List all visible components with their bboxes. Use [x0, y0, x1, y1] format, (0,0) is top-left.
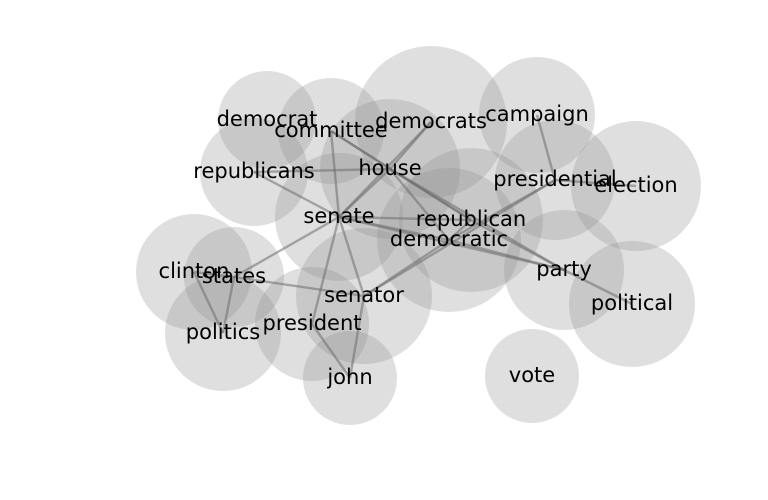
node-label-vote: vote — [509, 363, 555, 387]
node-label-states: states — [202, 264, 266, 288]
node-label-democrat: democrat — [217, 107, 318, 131]
node-label-house: house — [358, 156, 421, 180]
edge-clinton-states — [193, 270, 235, 279]
edge-clinton-politics — [192, 271, 225, 334]
node-label-republican: republican — [416, 207, 526, 231]
edge-states-politics — [221, 276, 236, 334]
edge-senate-republican — [338, 215, 472, 222]
node-label-democrats: democrats — [375, 109, 487, 133]
edge-committee-senate — [329, 130, 341, 218]
edge-party-political — [563, 268, 633, 306]
node-label-democratic: democratic — [390, 227, 508, 251]
node-label-presidential: presidential — [493, 167, 617, 191]
edge-republicans-senate — [253, 170, 340, 219]
edge-democratic-party — [448, 238, 565, 272]
edge-senate-states — [233, 215, 340, 279]
edge-democratic-senator — [363, 238, 450, 298]
edge-republicans-house — [253, 167, 391, 174]
node-label-politics: politics — [186, 320, 260, 344]
edge-house-democratic — [389, 168, 450, 241]
edge-republican-democratic — [448, 219, 472, 241]
edge-presidential-election — [554, 178, 637, 188]
node-label-senate: senate — [303, 204, 374, 228]
edge-campaign-presidential — [535, 114, 557, 181]
edge-senate-senator — [337, 216, 366, 297]
node-label-john: john — [326, 365, 372, 389]
node-label-committee: committee — [274, 118, 387, 142]
edge-house-senate — [338, 168, 391, 218]
edge-republican-party — [470, 218, 565, 272]
node-circle-democrat — [218, 71, 316, 169]
node-label-political: political — [591, 291, 673, 315]
edges — [192, 114, 637, 379]
node-label-party: party — [536, 257, 592, 281]
node-label-president: president — [263, 311, 362, 335]
node-label-election: election — [594, 173, 677, 197]
node-label-campaign: campaign — [485, 102, 589, 126]
edge-presidential-senator — [363, 178, 556, 298]
edge-president-john — [311, 323, 351, 379]
node-circle-vote — [485, 329, 579, 423]
node-label-senator: senator — [324, 283, 404, 307]
edge-states-senator — [233, 275, 365, 298]
node-label-clinton: clinton — [159, 259, 230, 283]
node-label-republicans: republicans — [193, 159, 314, 183]
edge-senator-john — [348, 295, 366, 379]
edge-senate-president — [310, 216, 341, 325]
